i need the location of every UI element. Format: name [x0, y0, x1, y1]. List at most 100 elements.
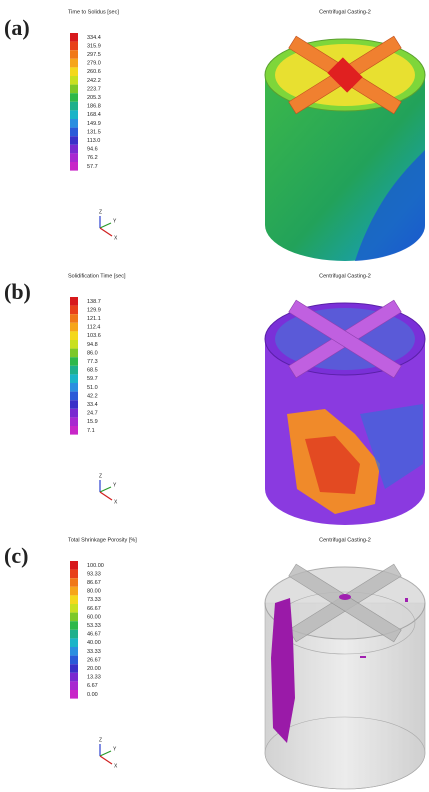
legend-value: 94.8	[87, 342, 98, 348]
color-swatch	[70, 331, 78, 340]
axis-label: Z	[99, 209, 102, 215]
legend-title: Time to Solidus [sec]	[68, 9, 119, 15]
legend-value: 0.00	[87, 692, 98, 698]
legend-value: 86.67	[87, 580, 101, 586]
legend-value: 138.7	[87, 299, 101, 305]
color-swatch	[70, 587, 78, 596]
color-swatch	[70, 366, 78, 375]
legend-value: 297.5	[87, 52, 101, 58]
legend-value: 57.7	[87, 164, 98, 170]
legend-value: 315.9	[87, 43, 101, 49]
axis-y	[100, 223, 111, 228]
axis-label: Y	[113, 218, 117, 224]
color-swatch	[70, 673, 78, 682]
color-swatch	[70, 647, 78, 656]
color-swatch	[70, 400, 78, 409]
color-swatch	[70, 417, 78, 426]
color-swatch	[70, 595, 78, 604]
axis-x	[100, 492, 112, 500]
legend-value: 53.33	[87, 623, 101, 629]
color-swatch	[70, 76, 78, 85]
axis-label: Z	[99, 473, 102, 479]
legend-value: 42.2	[87, 393, 98, 399]
legend-value: 279.0	[87, 61, 101, 67]
panel: (c)Total Shrinkage Porosity [%]Centrifug…	[4, 537, 425, 789]
color-swatch	[70, 340, 78, 349]
color-swatch	[70, 374, 78, 383]
panel: (a)Time to Solidus [sec]Centrifugal Cast…	[4, 9, 425, 261]
legend-value: 7.1	[87, 428, 95, 434]
color-swatch	[70, 33, 78, 42]
color-swatch	[70, 570, 78, 579]
panel-label: (b)	[4, 279, 31, 304]
legend-value: 103.6	[87, 333, 101, 339]
color-swatch	[70, 297, 78, 306]
legend-value: 121.1	[87, 316, 101, 322]
figure: (a) Time to Solidus [sec] Centrifugal Cast…	[0, 0, 429, 792]
legend-value: 149.9	[87, 121, 101, 127]
legend-value: 66.67	[87, 606, 101, 612]
legend-value: 60.00	[87, 614, 101, 620]
legend-value: 334.4	[87, 35, 101, 41]
color-swatch	[70, 664, 78, 673]
legend-value: 24.7	[87, 411, 98, 417]
legend-value: 40.00	[87, 640, 101, 646]
color-swatch	[70, 578, 78, 587]
porosity	[405, 598, 408, 602]
legend-value: 33.4	[87, 402, 98, 408]
color-swatch	[70, 323, 78, 332]
legend-value: 73.33	[87, 597, 101, 603]
color-swatch	[70, 110, 78, 119]
color-swatch	[70, 613, 78, 622]
color-swatch	[70, 314, 78, 323]
color-swatch	[70, 59, 78, 68]
axis-x	[100, 228, 112, 236]
legend-value: 112.4	[87, 325, 100, 331]
color-swatch	[70, 306, 78, 315]
color-swatch	[70, 349, 78, 358]
color-swatch	[70, 136, 78, 145]
axis-y	[100, 751, 111, 756]
legend-value: 20.00	[87, 666, 101, 672]
legend-value: 168.4	[87, 112, 101, 118]
axis-label: Y	[113, 746, 117, 752]
legend-value: 93.33	[87, 571, 101, 577]
legend-value: 15.9	[87, 419, 98, 425]
legend-value: 26.67	[87, 657, 101, 663]
legend-value: 260.6	[87, 69, 101, 75]
color-swatch	[70, 102, 78, 111]
color-swatch	[70, 153, 78, 162]
legend-value: 51.0	[87, 385, 98, 391]
axis-label: X	[114, 235, 118, 241]
legend-value: 205.3	[87, 95, 101, 101]
legend-title: Total Shrinkage Porosity [%]	[68, 537, 137, 543]
legend-value: 68.5	[87, 368, 98, 374]
color-swatch	[70, 145, 78, 154]
color-swatch	[70, 690, 78, 699]
color-swatch	[70, 409, 78, 418]
color-swatch	[70, 561, 78, 570]
color-swatch	[70, 162, 78, 171]
color-swatch	[70, 357, 78, 366]
color-swatch	[70, 681, 78, 690]
axis-label: Y	[113, 482, 117, 488]
panel-label: (a)	[4, 15, 30, 40]
porosity	[339, 594, 351, 600]
legend-value: 100.00	[87, 563, 104, 569]
model-title: Centrifugal Casting-2	[319, 273, 371, 279]
color-swatch	[70, 67, 78, 76]
legend-value: 86.0	[87, 350, 98, 356]
color-swatch	[70, 93, 78, 102]
legend-value: 186.8	[87, 104, 101, 110]
color-swatch	[70, 85, 78, 94]
color-swatch	[70, 119, 78, 128]
legend-value: 46.67	[87, 632, 101, 638]
color-swatch	[70, 604, 78, 613]
legend-value: 113.0	[87, 138, 100, 144]
axis-y	[100, 487, 111, 492]
legend-value: 242.2	[87, 78, 101, 84]
model-title: Centrifugal Casting-2	[319, 537, 371, 543]
legend-title: Solidification Time [sec]	[68, 273, 126, 279]
color-swatch	[70, 621, 78, 630]
legend-value: 77.3	[87, 359, 98, 365]
